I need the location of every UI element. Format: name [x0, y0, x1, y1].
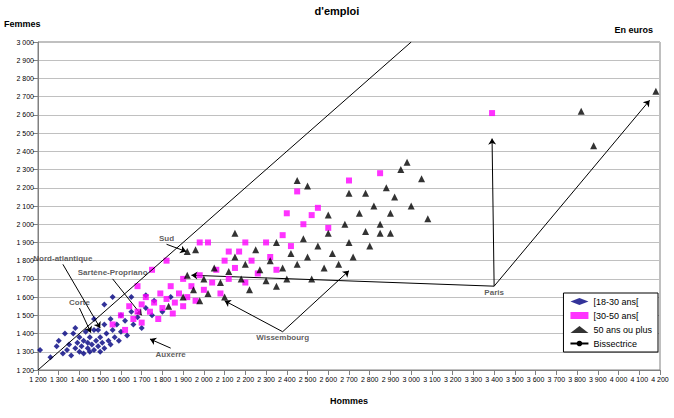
svg-text:3 300: 3 300 — [465, 376, 483, 383]
svg-text:Hommes: Hommes — [330, 396, 368, 406]
svg-text:2 700: 2 700 — [16, 93, 34, 100]
svg-text:1 400: 1 400 — [71, 376, 89, 383]
svg-text:Wissembourg: Wissembourg — [256, 333, 309, 342]
svg-text:2 500: 2 500 — [299, 376, 317, 383]
svg-text:Sartène-Propriano: Sartène-Propriano — [78, 268, 148, 277]
svg-text:2 000: 2 000 — [195, 376, 213, 383]
svg-text:3 000: 3 000 — [402, 376, 420, 383]
svg-text:2 800: 2 800 — [16, 75, 34, 82]
svg-text:50 ans ou plus: 50 ans ou plus — [593, 325, 652, 335]
svg-text:Nord-atlantique: Nord-atlantique — [33, 254, 93, 263]
svg-text:1 400: 1 400 — [16, 330, 34, 337]
svg-text:1 700: 1 700 — [133, 376, 151, 383]
svg-text:3 400: 3 400 — [485, 376, 503, 383]
svg-text:2 300: 2 300 — [257, 376, 275, 383]
svg-text:Femmes: Femmes — [4, 19, 41, 29]
svg-text:3 500: 3 500 — [506, 376, 524, 383]
svg-text:2 900: 2 900 — [382, 376, 400, 383]
svg-text:1 200: 1 200 — [29, 376, 47, 383]
svg-text:Corte: Corte — [69, 298, 90, 307]
svg-text:2 200: 2 200 — [237, 376, 255, 383]
svg-text:2 300: 2 300 — [16, 166, 34, 173]
svg-text:1 900: 1 900 — [16, 239, 34, 246]
svg-text:4 000: 4 000 — [610, 376, 628, 383]
svg-text:[18-30 ans[: [18-30 ans[ — [593, 297, 639, 307]
svg-text:3 600: 3 600 — [527, 376, 545, 383]
svg-text:2 000: 2 000 — [16, 221, 34, 228]
svg-text:3 100: 3 100 — [423, 376, 441, 383]
svg-text:1 700: 1 700 — [16, 275, 34, 282]
svg-text:2 500: 2 500 — [16, 130, 34, 137]
svg-text:1 300: 1 300 — [50, 376, 68, 383]
svg-text:1 800: 1 800 — [16, 257, 34, 264]
svg-text:2 800: 2 800 — [361, 376, 379, 383]
svg-text:3 800: 3 800 — [568, 376, 586, 383]
svg-text:1 500: 1 500 — [16, 312, 34, 319]
svg-text:1 300: 1 300 — [16, 348, 34, 355]
svg-text:2 700: 2 700 — [340, 376, 358, 383]
svg-text:2 100: 2 100 — [16, 203, 34, 210]
svg-text:3 700: 3 700 — [548, 376, 566, 383]
svg-text:2 200: 2 200 — [16, 184, 34, 191]
svg-text:2 600: 2 600 — [320, 376, 338, 383]
svg-text:Bissectrice: Bissectrice — [593, 339, 637, 349]
svg-text:[30-50 ans[: [30-50 ans[ — [593, 311, 639, 321]
svg-text:2 900: 2 900 — [16, 57, 34, 64]
svg-text:1 600: 1 600 — [16, 294, 34, 301]
svg-text:3 200: 3 200 — [444, 376, 462, 383]
svg-text:2 400: 2 400 — [278, 376, 296, 383]
svg-text:1 800: 1 800 — [154, 376, 172, 383]
svg-text:4 200: 4 200 — [651, 376, 669, 383]
svg-text:4 100: 4 100 — [631, 376, 649, 383]
svg-text:2 600: 2 600 — [16, 111, 34, 118]
svg-text:Sud: Sud — [159, 234, 174, 243]
svg-text:2 400: 2 400 — [16, 148, 34, 155]
svg-text:3 000: 3 000 — [16, 39, 34, 46]
svg-text:2 100: 2 100 — [216, 376, 234, 383]
svg-text:d'emploi: d'emploi — [315, 5, 360, 17]
svg-text:1 600: 1 600 — [112, 376, 130, 383]
svg-text:Auxerre: Auxerre — [156, 350, 187, 359]
svg-text:1 500: 1 500 — [91, 376, 109, 383]
svg-text:En euros: En euros — [614, 25, 653, 35]
svg-text:1 900: 1 900 — [174, 376, 192, 383]
svg-text:1 200: 1 200 — [16, 367, 34, 374]
svg-text:Paris: Paris — [484, 288, 504, 297]
svg-text:3 900: 3 900 — [589, 376, 607, 383]
